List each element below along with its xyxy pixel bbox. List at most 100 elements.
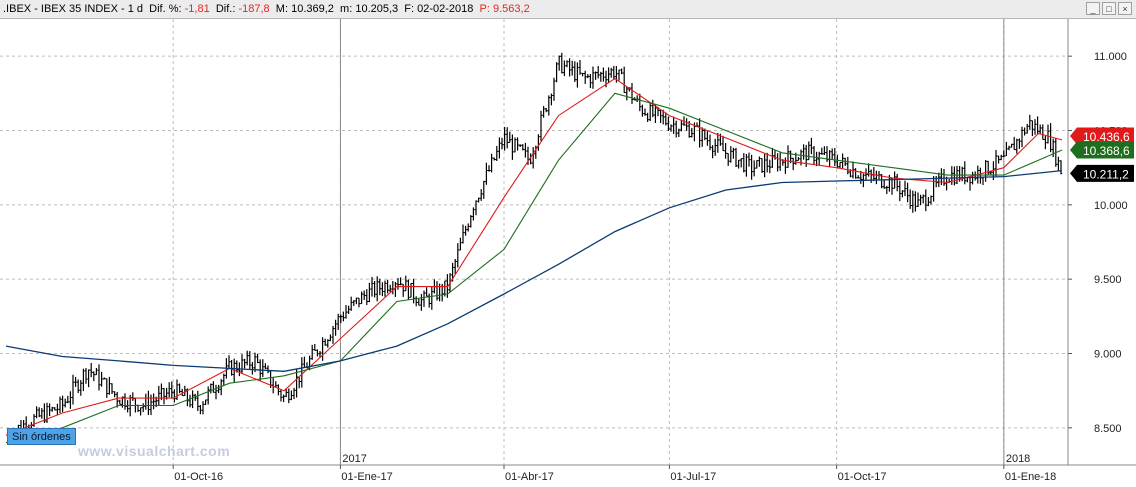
- price-bar: [420, 293, 423, 311]
- price-bar: [126, 400, 129, 413]
- price-bar: [292, 387, 296, 400]
- price-bar: [206, 386, 210, 405]
- price-bar: [409, 282, 413, 298]
- price-bar: [856, 175, 860, 179]
- watermark: www.visualchart.com: [78, 443, 231, 459]
- price-bar: [674, 120, 678, 138]
- price-bar: [885, 185, 889, 195]
- price-bar: [490, 153, 493, 173]
- price-bar: [492, 157, 496, 161]
- price-bar: [503, 126, 506, 151]
- price-bar: [396, 278, 400, 290]
- price-bar: [700, 127, 704, 147]
- chart-header-text: .IBEX - IBEX 35 INDEX - 1 d Dif. %: -1,8…: [3, 3, 530, 15]
- price-bar: [1007, 145, 1011, 151]
- price-bar: [833, 148, 837, 167]
- price-bar: [875, 170, 878, 185]
- price-bar: [513, 137, 517, 153]
- price-bar: [646, 112, 649, 122]
- series-line-ma_mid: [5, 92, 1063, 444]
- price-bar: [178, 383, 181, 394]
- price-bar: [105, 378, 109, 398]
- price-bar: [222, 373, 226, 387]
- price-bar: [407, 279, 410, 300]
- price-bar: [518, 144, 522, 148]
- price-bar: [555, 62, 558, 83]
- close-button[interactable]: ×: [1118, 2, 1132, 15]
- price-bar: [391, 281, 395, 295]
- price-bar: [100, 371, 103, 387]
- price-bar: [524, 142, 527, 158]
- price-bar: [183, 385, 187, 396]
- price-bar: [563, 60, 566, 77]
- price-bar: [339, 314, 343, 324]
- price-bar: [1044, 135, 1047, 150]
- price-bar: [173, 389, 176, 403]
- price-bar: [508, 131, 512, 143]
- price-bar: [245, 350, 249, 366]
- price-bar: [79, 380, 83, 396]
- chart-grid: [0, 19, 1068, 465]
- year-label: 2018: [1006, 453, 1030, 465]
- price-bar: [277, 384, 280, 396]
- price-bar: [336, 313, 340, 331]
- minimize-button[interactable]: _: [1086, 2, 1100, 15]
- price-bar: [97, 364, 101, 391]
- x-tick-label: 01-Abr-17: [505, 471, 554, 483]
- price-bar: [778, 152, 782, 171]
- maximize-button[interactable]: □: [1102, 2, 1116, 15]
- price-bar: [53, 407, 57, 411]
- price-bar: [1015, 138, 1019, 154]
- price-bar: [92, 371, 96, 382]
- price-bar: [742, 153, 746, 173]
- orders-status-badge[interactable]: Sin órdenes: [7, 428, 76, 445]
- price-bar: [318, 350, 322, 358]
- price-bar: [648, 102, 652, 122]
- price-bar: [1038, 124, 1042, 135]
- price-tag-ma_fast: 10.436,6: [1070, 127, 1134, 145]
- price-tag-last: 10.211,2: [1070, 164, 1134, 182]
- price-bar: [737, 159, 740, 169]
- price-bar: [979, 167, 982, 184]
- price-bar: [297, 376, 301, 389]
- price-bar: [141, 403, 145, 413]
- price-bar: [994, 149, 998, 177]
- price-bar: [331, 325, 335, 344]
- price-bar: [836, 154, 839, 169]
- price-bar: [1041, 124, 1045, 140]
- price-bar: [282, 394, 285, 403]
- price-bar: [381, 282, 384, 297]
- price-bar: [108, 376, 111, 395]
- price-bar: [602, 67, 605, 82]
- price-bar: [752, 160, 756, 177]
- price-bar: [599, 71, 603, 82]
- price-bar: [414, 296, 418, 307]
- price-bar: [1033, 119, 1037, 135]
- price-bar: [485, 162, 488, 185]
- price-bar: [716, 132, 720, 153]
- price-bar: [326, 339, 330, 348]
- price-bar: [750, 154, 753, 180]
- price-bar: [771, 147, 774, 168]
- price-bar: [654, 104, 657, 123]
- price-bar: [469, 215, 473, 228]
- price-bar: [295, 369, 298, 398]
- price-bar: [820, 147, 824, 155]
- series-line-ma_slow: [5, 169, 1063, 372]
- price-bar: [123, 393, 127, 410]
- time-axis[interactable]: 01-Oct-16 01-Ene-17 01-Abr-17 01-Jul-17 01-O…: [172, 453, 1056, 483]
- price-bar: [357, 297, 361, 308]
- price-bar: [498, 137, 501, 159]
- price-bar: [565, 60, 569, 68]
- series-layer: [5, 52, 1063, 445]
- price-bar: [511, 134, 514, 160]
- price-bar: [680, 119, 683, 132]
- price-bar: [209, 383, 213, 394]
- price-bar: [706, 131, 709, 146]
- price-bar: [160, 383, 163, 401]
- price-bar: [191, 390, 194, 409]
- price-bar: [721, 135, 725, 152]
- price-bar: [895, 173, 899, 192]
- price-bar: [131, 392, 135, 401]
